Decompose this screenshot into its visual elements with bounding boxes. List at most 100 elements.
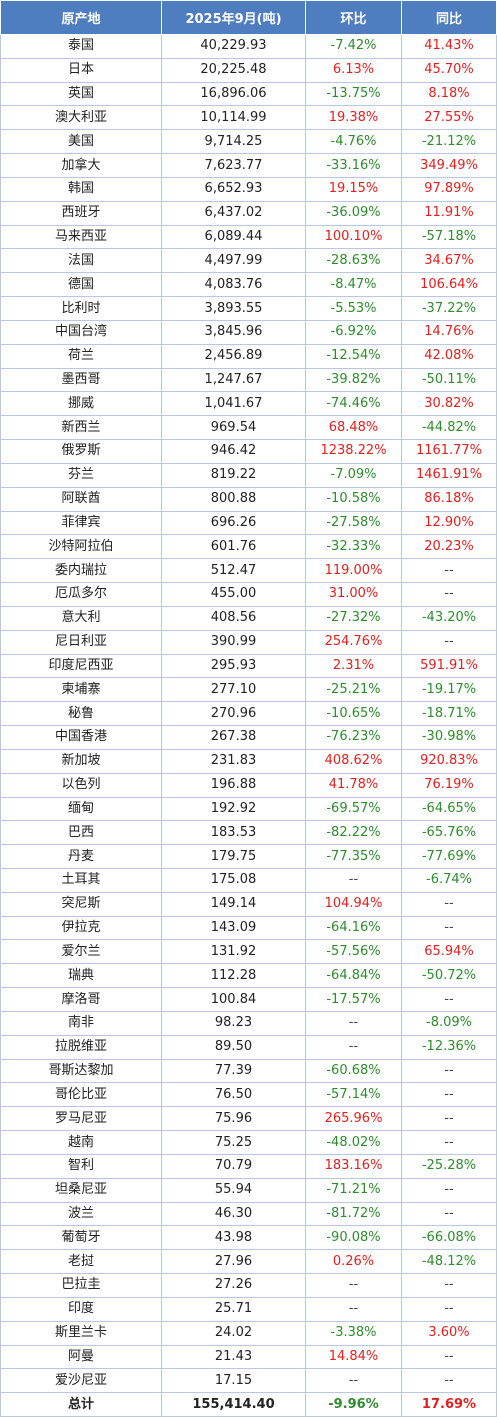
table-row: 新西兰 969.54 68.48% -44.82%: [0, 415, 497, 441]
table-row: 葡萄牙 43.98 -90.08% -66.08%: [0, 1225, 497, 1251]
volume-cell: 267.38: [161, 725, 306, 750]
table-body: 泰国 40,229.93 -7.42% 41.43% 日本 20,225.48 6.13% 4…: [0, 34, 497, 1417]
volume-cell: 6,652.93: [161, 176, 306, 202]
mom-cell: 254.76%: [305, 629, 402, 655]
origin-cell: 印度尼西亚: [0, 653, 162, 679]
table-row: 委内瑞拉 512.47 119.00% --: [0, 558, 497, 584]
volume-cell: 4,083.76: [161, 272, 306, 298]
yoy-cell: -65.76%: [401, 820, 497, 846]
origin-cell: 哥伦比亚: [0, 1082, 162, 1108]
table-row: 加拿大 7,623.77 -33.16% 349.49%: [0, 153, 497, 178]
origin-cell: 葡萄牙: [0, 1225, 162, 1251]
mom-cell: -32.33%: [305, 534, 402, 560]
yoy-cell: 591.91%: [401, 653, 497, 679]
header-mom: 环比: [305, 0, 402, 35]
yoy-cell: --: [401, 582, 497, 607]
origin-cell: 南非: [0, 1010, 162, 1036]
yoy-cell: -64.65%: [401, 796, 497, 822]
mom-cell: 1238.22%: [305, 439, 402, 464]
mom-cell: --: [305, 867, 402, 893]
origin-cell: 墨西哥: [0, 367, 162, 393]
mom-cell: -71.21%: [305, 1177, 402, 1203]
mom-cell: -60.68%: [305, 1058, 402, 1084]
volume-cell: 89.50: [161, 1034, 306, 1060]
yoy-cell: --: [401, 891, 497, 917]
volume-cell: 3,893.55: [161, 296, 306, 321]
volume-cell: 24.02: [161, 1320, 306, 1346]
volume-cell: 40,229.93: [161, 34, 306, 59]
volume-cell: 408.56: [161, 605, 306, 631]
table-row: 泰国 40,229.93 -7.42% 41.43%: [0, 34, 497, 59]
table-row: 老挝 27.96 0.26% -48.12%: [0, 1249, 497, 1275]
mom-cell: -76.23%: [305, 725, 402, 750]
volume-cell: 20,225.48: [161, 57, 306, 83]
mom-cell: 19.15%: [305, 176, 402, 202]
mom-cell: -57.14%: [305, 1082, 402, 1108]
table-row: 美国 9,714.25 -4.76% -21.12%: [0, 129, 497, 155]
volume-cell: 27.96: [161, 1249, 306, 1275]
table-row: 俄罗斯 946.42 1238.22% 1161.77%: [0, 439, 497, 464]
mom-cell: -39.82%: [305, 367, 402, 393]
mom-cell: 2.31%: [305, 653, 402, 679]
volume-cell: 75.96: [161, 1106, 306, 1132]
mom-cell: 119.00%: [305, 558, 402, 584]
table-row: 尼日利亚 390.99 254.76% --: [0, 629, 497, 655]
yoy-cell: -50.72%: [401, 963, 497, 989]
origin-cell: 意大利: [0, 605, 162, 631]
total-origin-cell: 总计: [0, 1392, 162, 1417]
origin-cell: 尼日利亚: [0, 629, 162, 655]
yoy-cell: 1161.77%: [401, 439, 497, 464]
origin-cell: 厄瓜多尔: [0, 582, 162, 607]
volume-cell: 16,896.06: [161, 81, 306, 107]
origin-cell: 越南: [0, 1130, 162, 1155]
table-row: 芬兰 819.22 -7.09% 1461.91%: [0, 462, 497, 488]
table-row: 英国 16,896.06 -13.75% 8.18%: [0, 81, 497, 107]
origin-cell: 瑞典: [0, 963, 162, 989]
mom-cell: -10.65%: [305, 701, 402, 727]
yoy-cell: -77.69%: [401, 844, 497, 869]
yoy-cell: -12.36%: [401, 1034, 497, 1060]
yoy-cell: 3.60%: [401, 1320, 497, 1346]
yoy-cell: --: [401, 915, 497, 941]
origin-cell: 澳大利亚: [0, 105, 162, 131]
volume-cell: 270.96: [161, 701, 306, 727]
origin-cell: 柬埔寨: [0, 677, 162, 703]
volume-cell: 77.39: [161, 1058, 306, 1084]
volume-cell: 819.22: [161, 462, 306, 488]
yoy-cell: 12.90%: [401, 510, 497, 536]
table-row: 墨西哥 1,247.67 -39.82% -50.11%: [0, 367, 497, 393]
volume-cell: 55.94: [161, 1177, 306, 1203]
mom-cell: 19.38%: [305, 105, 402, 131]
yoy-cell: --: [401, 1344, 497, 1370]
origin-cell: 中国香港: [0, 725, 162, 750]
table-row: 秘鲁 270.96 -10.65% -18.71%: [0, 701, 497, 727]
origin-cell: 伊拉克: [0, 915, 162, 941]
table-row: 新加坡 231.83 408.62% 920.83%: [0, 748, 497, 774]
volume-cell: 9,714.25: [161, 129, 306, 155]
table-row: 意大利 408.56 -27.32% -43.20%: [0, 605, 497, 631]
origin-cell: 芬兰: [0, 462, 162, 488]
mom-cell: 14.84%: [305, 1344, 402, 1370]
yoy-cell: 14.76%: [401, 319, 497, 345]
yoy-cell: -6.74%: [401, 867, 497, 893]
mom-cell: -36.09%: [305, 200, 402, 226]
mom-cell: 0.26%: [305, 1249, 402, 1275]
yoy-cell: 97.89%: [401, 176, 497, 202]
origin-cell: 法国: [0, 248, 162, 274]
volume-cell: 696.26: [161, 510, 306, 536]
mom-cell: -3.38%: [305, 1320, 402, 1346]
mom-cell: 408.62%: [305, 748, 402, 774]
origin-cell: 加拿大: [0, 153, 162, 178]
yoy-cell: 20.23%: [401, 534, 497, 560]
total-row: 总计 155,414.40 -9.96% 17.69%: [0, 1392, 497, 1417]
volume-cell: 601.76: [161, 534, 306, 560]
mom-cell: --: [305, 1010, 402, 1036]
mom-cell: 183.16%: [305, 1153, 402, 1179]
table-row: 罗马尼亚 75.96 265.96% --: [0, 1106, 497, 1132]
mom-cell: -13.75%: [305, 81, 402, 107]
header-yoy: 同比: [401, 0, 497, 35]
volume-cell: 192.92: [161, 796, 306, 822]
table-row: 澳大利亚 10,114.99 19.38% 27.55%: [0, 105, 497, 131]
table-row: 越南 75.25 -48.02% --: [0, 1130, 497, 1155]
yoy-cell: -8.09%: [401, 1010, 497, 1036]
